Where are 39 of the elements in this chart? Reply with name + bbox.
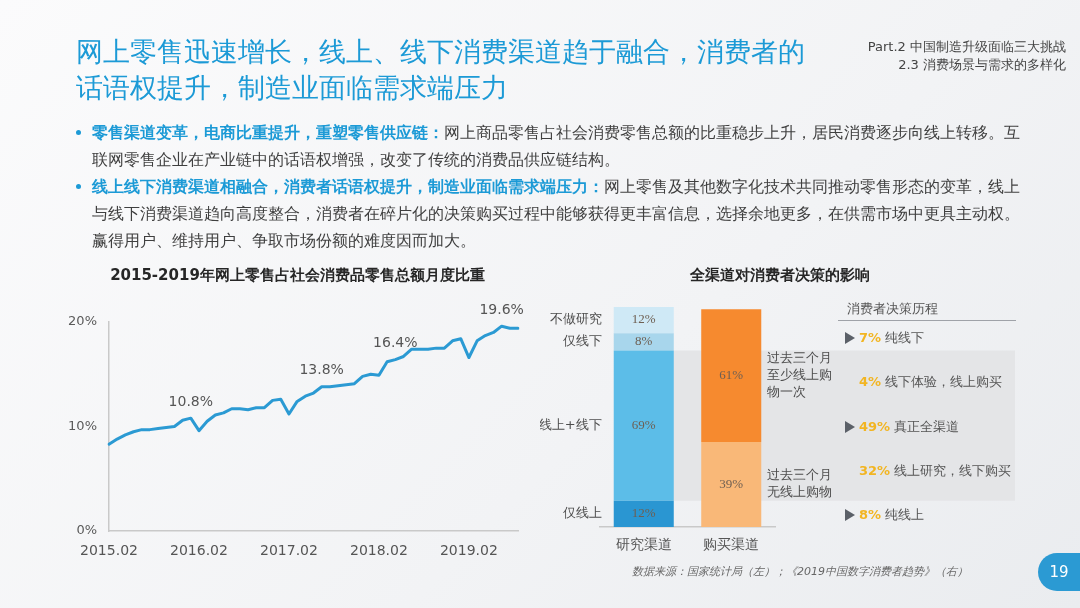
text: 7% 纯线下: [859, 330, 925, 345]
series-label: 仅线上: [562, 505, 602, 521]
series-label: 不做研究: [549, 311, 602, 327]
series-label: 过去三个月至少线上购物一次: [767, 349, 833, 399]
x-tick-label: 研究渠道: [615, 536, 672, 553]
data-label: 61%: [719, 367, 744, 383]
chart-title: 全渠道对消费者决策的影响: [689, 266, 871, 285]
text: 49% 真正全渠道: [859, 418, 960, 434]
data-label: 12%: [631, 311, 656, 327]
page-tab: 19: [1038, 553, 1080, 591]
data-label: 10.8%: [168, 392, 214, 409]
text: Part.2 中国制造升级面临三大挑战 2.3 消费场景与需求的多样化: [867, 38, 1066, 74]
data-label: 8%: [635, 333, 653, 349]
text: 4% 线下体验，线上购买: [859, 374, 1003, 390]
x-tick-label: 2016.02: [170, 542, 228, 559]
data-label: 12%: [631, 505, 656, 521]
text: 消费者决策历程: [838, 300, 1016, 321]
x-tick-label: 2019.02: [439, 542, 498, 559]
text: 32% 线上研究，线下购买: [859, 462, 1012, 478]
data-label: 39%: [719, 475, 744, 491]
x-tick-label: 2018.02: [349, 542, 408, 559]
source-note: 数据来源：国家统计局（左）；《2019中国数字消费者趋势》（右）: [632, 564, 968, 579]
data-label: 16.4%: [373, 334, 418, 351]
data-label: 13.8%: [299, 361, 344, 378]
text: 线上线下消费渠道相融合，消费者话语权提升，制造业面临需求端压力：: [92, 177, 604, 196]
x-tick-label: 购买渠道: [703, 536, 760, 553]
series-label: 过去三个月无线上购物: [767, 467, 833, 500]
x-tick-label: 2017.02: [260, 542, 318, 559]
data-label: 69%: [631, 417, 656, 433]
x-tick-label: 2015.02: [80, 542, 138, 559]
text: 8% 纯线上: [859, 507, 925, 522]
y-tick-label: 0%: [76, 522, 97, 538]
series-label: 仅线下: [562, 333, 602, 349]
text: 网上零售迅速增长，线上、线下消费渠道趋于融合，消费者的话语权提升，制造业面临需求端压力: [76, 35, 806, 105]
text: 零售渠道变革，电商比重提升，重塑零售供应链：: [92, 123, 444, 142]
y-tick-label: 10%: [68, 417, 97, 433]
y-tick-label: 20%: [68, 313, 97, 329]
chart-title: 2015-2019年网上零售占社会消费品零售总额月度比重: [109, 266, 486, 285]
data-label: 19.6%: [479, 300, 524, 317]
